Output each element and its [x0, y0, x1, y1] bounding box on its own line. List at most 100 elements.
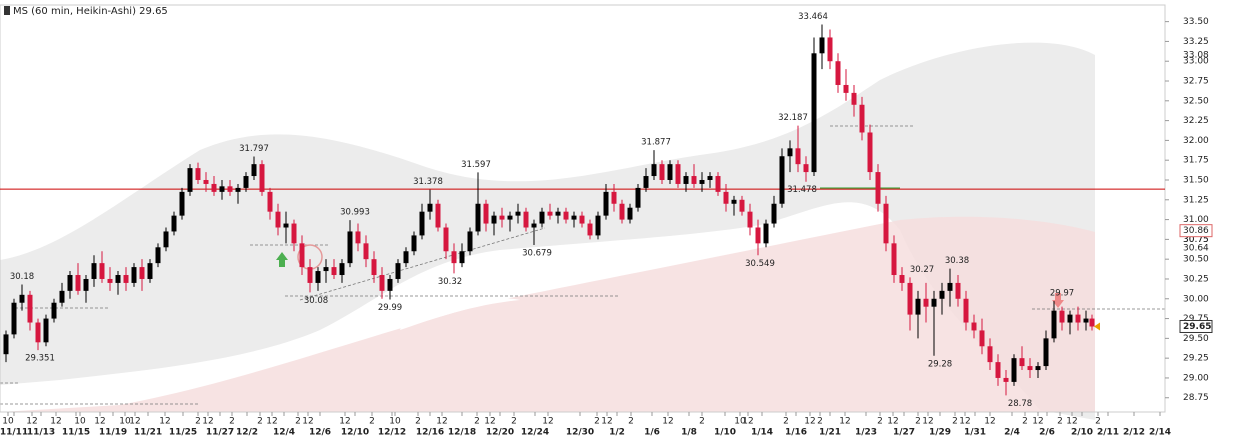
x-tick-label: 12 [1066, 417, 1077, 427]
candle-body [787, 148, 793, 157]
y-tick-label: 33.25 [1183, 37, 1209, 47]
x-tick-label: 1/21 [819, 428, 841, 438]
candle-body [91, 263, 97, 279]
x-tick-label: 12/4 [273, 428, 295, 438]
x-tick-label: 2/4 [1004, 428, 1020, 438]
candle-body [459, 251, 465, 264]
y-tick-label: 31.50 [1183, 175, 1209, 185]
candle-body [203, 179, 209, 184]
price-annotation: 31.877 [641, 138, 671, 148]
candle-body [227, 186, 233, 192]
candle-body [763, 223, 769, 244]
candle-body [731, 199, 737, 204]
candle-body [1035, 366, 1041, 371]
candle-body [259, 164, 265, 192]
candle-body [75, 275, 81, 291]
x-tick-label: 10 [734, 417, 746, 427]
price-annotation: 30.993 [340, 208, 370, 218]
candle-body [211, 183, 217, 192]
candle-body [523, 211, 529, 228]
x-tick-label: 10 [2, 417, 14, 427]
x-tick-label: 12 [339, 417, 350, 427]
candle-body [611, 191, 617, 204]
x-tick-label: 2 [952, 417, 958, 427]
price-annotation: 30.38 [945, 256, 969, 266]
x-tick-label: 1/8 [681, 428, 697, 438]
candle-body [803, 164, 809, 173]
candle-body [1089, 318, 1095, 327]
x-tick-label: 12 [959, 417, 970, 427]
candle-body [955, 282, 961, 299]
price-annotation: 30.08 [304, 296, 328, 306]
y-tick-label: 29.25 [1183, 354, 1209, 364]
candle-body [795, 148, 801, 165]
y-tick-label: 30.25 [1183, 274, 1209, 284]
candle-body [971, 322, 977, 331]
candle-body [907, 282, 913, 315]
x-tick-label: 2 [594, 417, 600, 427]
y-tick-label: 32.50 [1183, 96, 1209, 106]
x-tick-label: 2 [915, 417, 921, 427]
x-tick-label: 2 [474, 417, 480, 427]
price-annotation: 30.27 [910, 265, 934, 275]
band-gap [400, 296, 520, 330]
candle-body [923, 298, 929, 307]
x-tick-label: 12/20 [486, 428, 514, 438]
candle-body [139, 267, 145, 279]
x-tick-label: 2 [257, 417, 263, 427]
x-tick-label: 12 [887, 417, 898, 427]
x-tick-label: 12/24 [521, 428, 549, 438]
candle-body [123, 275, 129, 283]
y-tick-label: 29.75 [1183, 314, 1209, 324]
x-tick-label: 1/16 [785, 428, 807, 438]
price-annotation: 29.99 [378, 303, 402, 313]
candle-body [915, 298, 921, 315]
candle-body [635, 187, 641, 208]
candle-body [739, 199, 745, 212]
candle-body [339, 263, 345, 276]
x-tick-label: 2 [1022, 417, 1028, 427]
x-tick-label: 12 [50, 417, 61, 427]
candle-body [467, 231, 473, 252]
y-tick-label: 30.75 [1183, 235, 1209, 245]
price-annotation: 31.597 [461, 160, 491, 170]
x-tick-label: 12/12 [378, 428, 406, 438]
x-tick-label: 12 [984, 417, 995, 427]
candle-body [483, 203, 489, 224]
plot-layer: 28.75 29.00 29.25 29.50 29.75 30.00 30.25 30.50… [0, 12, 1213, 438]
candle-body [771, 203, 777, 224]
x-tick-label: 11/19 [99, 428, 127, 438]
x-tick-label: 11/25 [169, 428, 197, 438]
band-area [0, 42, 1095, 421]
candle-body [931, 298, 937, 307]
price-annotation: 29.97 [1050, 289, 1074, 299]
x-tick-label: 12 [484, 417, 495, 427]
x-tick-label: 12/18 [448, 428, 476, 438]
y-tick-label: 28.75 [1183, 393, 1209, 403]
candle-body [979, 330, 985, 347]
x-tick-label: 1/14 [751, 428, 773, 438]
candle-body [115, 275, 121, 283]
candle-body [163, 231, 169, 248]
x-tick-label: 10 [119, 417, 131, 427]
average-area [0, 216, 1095, 412]
x-tick-label: 12/16 [416, 428, 444, 438]
last-price-box [1179, 319, 1213, 333]
buy-arrow [276, 252, 288, 267]
candle-body [147, 263, 153, 279]
candle-body [811, 53, 817, 173]
x-tick-label: 2 [817, 417, 823, 427]
price-annotation: 31.797 [239, 144, 269, 154]
x-tick-label: 2 [1057, 417, 1063, 427]
x-tick-label: 12 [202, 417, 213, 427]
candle-body [627, 207, 633, 220]
price-annotation: 30.32 [438, 277, 462, 287]
price-annotation: 30.679 [522, 249, 552, 259]
candle-body [323, 267, 329, 272]
candle-body [659, 164, 665, 180]
candle-body [1019, 358, 1025, 367]
last-price-marker [1094, 322, 1100, 331]
x-tick-label: 2 [229, 417, 235, 427]
candle-body [883, 203, 889, 244]
x-tick-label: 2 [369, 417, 375, 427]
